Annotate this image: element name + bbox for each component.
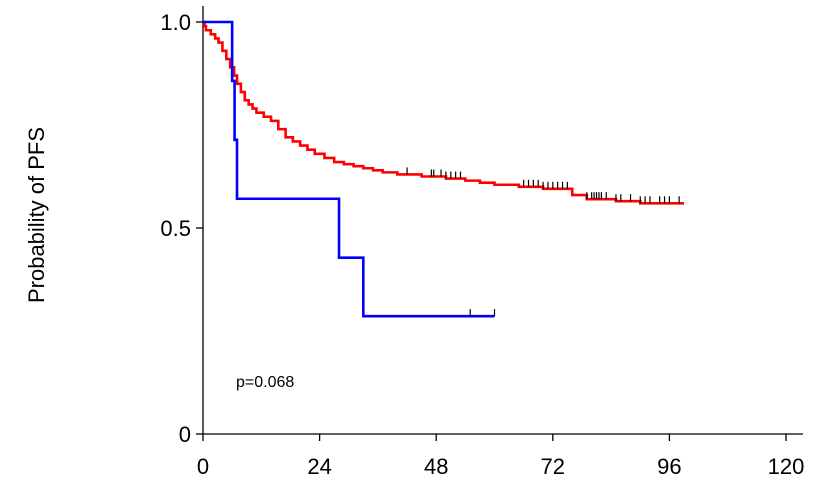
x-tick-label: 72 [541,454,565,479]
p-value-annotation: p=0.068 [236,374,294,391]
y-axis-title: Probability of PFS [24,127,49,303]
x-tick-label: 0 [197,454,209,479]
y-tick-label: 0 [179,422,191,447]
x-tick-label: 120 [768,454,805,479]
y-tick-label: 1.0 [160,10,191,35]
axes: 0 24 48 72 96 120 0 0.5 1.0 [160,6,804,479]
x-tick-label: 48 [424,454,448,479]
series-layer [203,20,684,318]
km-curve-1 [203,20,684,205]
x-tick-label: 96 [657,454,681,479]
x-tick-label: 24 [307,454,331,479]
y-tick-label: 0.5 [160,216,191,241]
km-curve-2 [203,20,495,318]
